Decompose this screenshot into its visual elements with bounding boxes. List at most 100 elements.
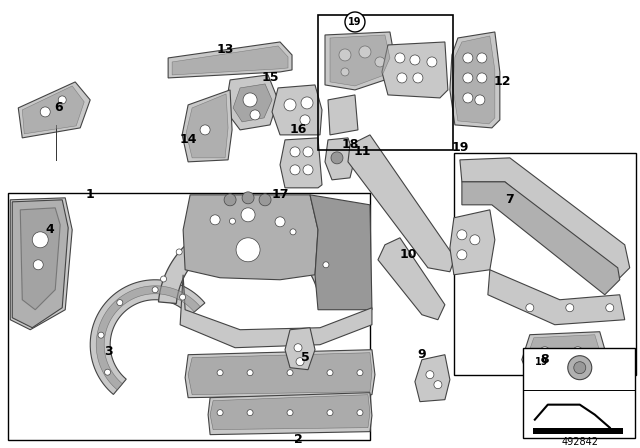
Polygon shape (330, 35, 390, 86)
Circle shape (397, 73, 407, 83)
Circle shape (98, 332, 104, 338)
Circle shape (210, 215, 220, 225)
Circle shape (540, 347, 550, 357)
Polygon shape (168, 42, 292, 78)
Bar (523, 348, 635, 438)
Circle shape (585, 353, 595, 363)
Circle shape (327, 370, 333, 376)
Circle shape (470, 235, 480, 245)
Polygon shape (328, 95, 358, 135)
Circle shape (180, 294, 186, 300)
Polygon shape (233, 84, 272, 122)
Circle shape (357, 409, 363, 416)
Text: 19: 19 (348, 17, 362, 27)
Circle shape (413, 73, 423, 83)
Polygon shape (460, 158, 630, 278)
Circle shape (463, 73, 473, 83)
Polygon shape (90, 280, 205, 394)
Text: 13: 13 (216, 43, 234, 56)
Polygon shape (272, 85, 322, 135)
Polygon shape (20, 208, 60, 310)
Circle shape (331, 152, 343, 164)
Circle shape (434, 381, 442, 389)
Circle shape (161, 276, 166, 282)
Bar (8, 193, 370, 439)
Polygon shape (96, 286, 200, 390)
Polygon shape (12, 200, 68, 328)
Text: 9: 9 (418, 348, 426, 361)
Polygon shape (10, 198, 72, 330)
Polygon shape (450, 210, 495, 275)
Text: 19: 19 (451, 142, 468, 155)
Circle shape (410, 55, 420, 65)
Circle shape (300, 115, 310, 125)
Text: 6: 6 (54, 101, 63, 114)
Circle shape (568, 356, 592, 379)
Circle shape (345, 12, 365, 32)
Circle shape (290, 147, 300, 157)
Circle shape (477, 73, 487, 83)
Circle shape (242, 192, 254, 204)
Circle shape (555, 350, 564, 360)
Circle shape (284, 99, 296, 111)
Circle shape (287, 370, 293, 376)
Bar (454, 153, 636, 375)
Circle shape (290, 229, 296, 235)
Circle shape (58, 96, 66, 104)
Circle shape (217, 370, 223, 376)
Polygon shape (378, 238, 445, 320)
Text: 1: 1 (86, 188, 95, 201)
Circle shape (566, 304, 574, 312)
Polygon shape (186, 94, 228, 158)
Circle shape (605, 304, 614, 312)
Polygon shape (285, 328, 315, 370)
Polygon shape (522, 332, 608, 379)
Circle shape (287, 409, 293, 416)
Circle shape (395, 53, 405, 63)
Circle shape (463, 53, 473, 63)
Text: 10: 10 (399, 248, 417, 261)
Polygon shape (348, 135, 455, 272)
Circle shape (241, 208, 255, 222)
Text: 19: 19 (535, 357, 548, 367)
Text: 5: 5 (301, 351, 309, 364)
Circle shape (247, 409, 253, 416)
Text: 492842: 492842 (561, 437, 598, 447)
Polygon shape (19, 82, 90, 138)
Polygon shape (185, 350, 375, 398)
Text: 11: 11 (353, 145, 371, 159)
Text: 14: 14 (179, 134, 197, 146)
Circle shape (574, 362, 586, 374)
Circle shape (176, 249, 182, 255)
Circle shape (357, 370, 363, 376)
Circle shape (526, 304, 534, 312)
Polygon shape (159, 220, 337, 303)
Text: 8: 8 (541, 353, 549, 366)
Text: 17: 17 (271, 188, 289, 201)
Text: 15: 15 (261, 71, 279, 84)
Circle shape (477, 53, 487, 63)
Polygon shape (488, 270, 625, 325)
Circle shape (475, 95, 485, 105)
Circle shape (243, 93, 257, 107)
Polygon shape (180, 275, 372, 348)
Circle shape (275, 217, 285, 227)
Circle shape (457, 230, 467, 240)
Text: 16: 16 (289, 123, 307, 136)
Polygon shape (210, 395, 370, 430)
Text: 2: 2 (294, 433, 302, 446)
Circle shape (247, 370, 253, 376)
Circle shape (200, 125, 210, 135)
Circle shape (152, 287, 158, 293)
Polygon shape (415, 355, 450, 402)
Polygon shape (462, 182, 620, 295)
Polygon shape (182, 90, 232, 162)
Circle shape (259, 194, 271, 206)
Polygon shape (310, 195, 372, 310)
Circle shape (104, 369, 111, 375)
Circle shape (33, 260, 44, 270)
Circle shape (301, 97, 313, 109)
Circle shape (40, 107, 50, 117)
Polygon shape (453, 36, 495, 124)
Text: 4: 4 (46, 223, 54, 236)
